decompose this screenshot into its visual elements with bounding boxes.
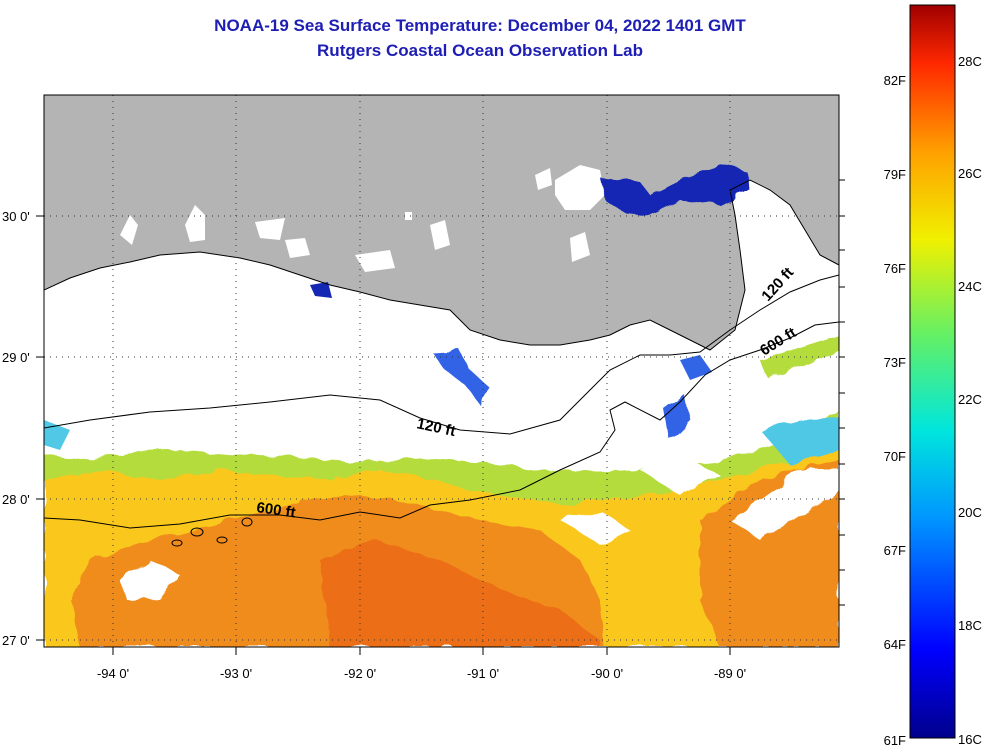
lon-label: -93 0'	[220, 666, 252, 681]
colorbar-f-label: 73F	[884, 355, 906, 370]
contour-120ft	[44, 274, 839, 435]
colorbar-f-label: 76F	[884, 261, 906, 276]
colorbar-f-label: 61F	[884, 733, 906, 748]
axis-ticks	[36, 179, 845, 655]
map-frame	[43, 94, 840, 648]
graticule	[44, 95, 839, 647]
colorbar-c-label: 20C	[958, 505, 982, 520]
map-area	[44, 95, 839, 647]
colorbar-c-label: 18C	[958, 618, 982, 633]
temperature-colorbar: 82F 79F 76F 73F 70F 67F 64F 61F 28C 26C …	[884, 4, 982, 748]
cloud-patches	[120, 460, 839, 600]
colorbar-c-label: 28C	[958, 54, 982, 69]
colorbar-c-label: 24C	[958, 279, 982, 294]
colorbar-gradient	[909, 4, 956, 739]
lat-label: 28 0'	[2, 492, 30, 507]
lon-label: -91 0'	[467, 666, 499, 681]
lon-label: -94 0'	[97, 666, 129, 681]
lon-label: -90 0'	[591, 666, 623, 681]
colorbar-c-label: 22C	[958, 392, 982, 407]
lon-label: -89 0'	[714, 666, 746, 681]
colorbar-c-label: 26C	[958, 166, 982, 181]
colorbar-f-label: 67F	[884, 543, 906, 558]
depth-label-600ft: 600 ft	[255, 499, 296, 521]
lat-label: 27 0'	[2, 633, 30, 648]
colorbar-c-label: 16C	[958, 732, 982, 747]
map-title: NOAA-19 Sea Surface Temperature: Decembe…	[214, 16, 746, 35]
lat-label: 29 0'	[2, 350, 30, 365]
cold-water-patches	[310, 165, 750, 440]
map-subtitle: Rutgers Coastal Ocean Observation Lab	[317, 41, 643, 60]
inland-clouds	[120, 165, 605, 272]
colorbar-f-label: 79F	[884, 167, 906, 182]
lon-label: -92 0'	[344, 666, 376, 681]
colorbar-f-label: 82F	[884, 73, 906, 88]
colorbar-f-label: 70F	[884, 449, 906, 464]
colorbar-f-label: 64F	[884, 637, 906, 652]
lat-label: 30 0'	[2, 209, 30, 224]
